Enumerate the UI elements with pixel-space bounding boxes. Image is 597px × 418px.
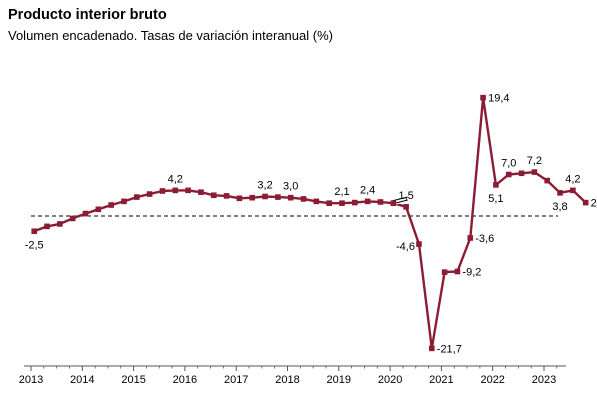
data-label: 2,1 bbox=[334, 186, 349, 198]
data-point bbox=[531, 169, 538, 175]
x-tick-label-2022: 2022 bbox=[480, 374, 504, 386]
data-point bbox=[377, 199, 384, 205]
axis-break-stroke-b bbox=[391, 196, 408, 202]
data-point bbox=[390, 200, 397, 206]
data-point bbox=[249, 194, 256, 201]
data-point bbox=[159, 188, 166, 194]
data-label: -2,5 bbox=[25, 239, 44, 251]
data-label: 2,2 bbox=[591, 198, 597, 210]
data-point bbox=[236, 195, 243, 202]
data-label: 4,2 bbox=[168, 173, 183, 185]
data-point bbox=[172, 187, 179, 194]
data-label: 7,0 bbox=[501, 158, 516, 170]
data-label: -3,6 bbox=[475, 233, 494, 245]
data-point bbox=[185, 187, 191, 194]
data-point bbox=[339, 200, 345, 206]
x-tick-label-2019: 2019 bbox=[327, 374, 351, 386]
data-label: -9,2 bbox=[462, 267, 481, 279]
data-point bbox=[493, 182, 499, 188]
x-tick-label-2020: 2020 bbox=[378, 374, 402, 386]
data-label: 3,2 bbox=[257, 179, 272, 191]
data-point bbox=[570, 187, 576, 194]
data-point bbox=[467, 235, 474, 241]
x-tick-label-2021: 2021 bbox=[429, 374, 453, 386]
data-point bbox=[582, 199, 589, 206]
data-point bbox=[210, 192, 217, 199]
data-point bbox=[326, 200, 332, 206]
data-label: 5,1 bbox=[488, 193, 503, 205]
data-point bbox=[454, 268, 461, 275]
data-point bbox=[108, 202, 114, 208]
x-tick-label-2016: 2016 bbox=[173, 374, 197, 386]
data-point bbox=[441, 269, 448, 275]
data-point bbox=[505, 171, 512, 178]
data-point bbox=[416, 241, 422, 247]
data-point bbox=[403, 204, 409, 210]
data-label: 7,2 bbox=[527, 155, 542, 167]
data-point bbox=[287, 194, 294, 201]
data-point bbox=[275, 194, 281, 200]
data-point bbox=[57, 221, 63, 227]
data-label: 4,2 bbox=[565, 173, 580, 185]
data-point bbox=[364, 198, 371, 205]
chart-subtitle: Volumen encadenado. Tasas de variación i… bbox=[8, 28, 333, 43]
data-point bbox=[31, 228, 38, 235]
data-label: -4,6 bbox=[396, 241, 415, 253]
gdp-series-line bbox=[33, 96, 587, 350]
x-tick-label-2013: 2013 bbox=[19, 374, 43, 386]
x-tick-label-2023: 2023 bbox=[532, 374, 556, 386]
data-point bbox=[134, 194, 140, 200]
data-label: 1,5 bbox=[398, 190, 413, 202]
data-point bbox=[313, 198, 320, 205]
data-point bbox=[557, 190, 563, 196]
data-point bbox=[518, 170, 525, 177]
data-label: -21,7 bbox=[437, 343, 462, 355]
data-label: 3,0 bbox=[283, 181, 298, 193]
data-point bbox=[69, 215, 76, 222]
x-tick-label-2017: 2017 bbox=[224, 374, 248, 386]
data-point bbox=[352, 199, 358, 206]
x-tick-label-2018: 2018 bbox=[275, 374, 299, 386]
data-label: 3,8 bbox=[552, 201, 567, 213]
data-point bbox=[146, 191, 153, 197]
data-point bbox=[44, 223, 50, 230]
data-point bbox=[223, 193, 230, 199]
data-point bbox=[480, 94, 486, 101]
data-point bbox=[95, 206, 102, 213]
data-point bbox=[300, 196, 307, 202]
data-point bbox=[121, 198, 127, 205]
x-tick-label-2015: 2015 bbox=[121, 374, 145, 386]
data-point bbox=[428, 345, 435, 352]
data-point bbox=[82, 210, 89, 217]
data-point bbox=[544, 177, 551, 184]
x-tick-label-2014: 2014 bbox=[70, 374, 94, 386]
chart-title: Producto interior bruto bbox=[8, 7, 167, 23]
data-label: 2,4 bbox=[360, 184, 375, 196]
data-point bbox=[262, 193, 268, 200]
data-point bbox=[198, 189, 204, 196]
data-label: 19,4 bbox=[488, 93, 509, 105]
